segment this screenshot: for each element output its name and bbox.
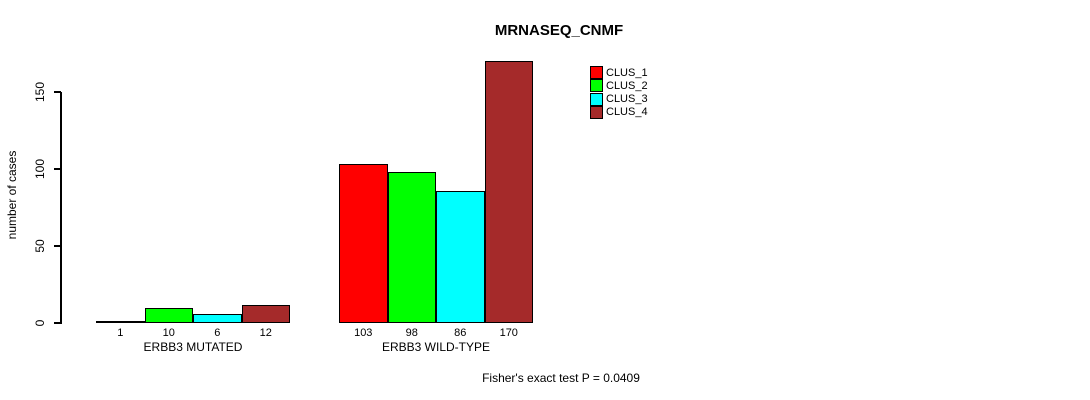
bar-clus_2-mutated [144, 307, 193, 323]
y-axis-tick-label: 100 [33, 158, 47, 180]
bar-clus_1-mutated [96, 320, 145, 323]
y-axis-tick-label: 150 [33, 81, 47, 103]
bar-value-label: 1 [117, 327, 124, 339]
bar-clus_1-wildtype [339, 164, 388, 323]
legend-label: CLUS_4 [606, 106, 648, 119]
y-axis-tick [53, 168, 61, 170]
chart-title: MRNASEQ_CNMF [494, 22, 624, 39]
bar-value-label: 103 [354, 327, 373, 339]
legend-swatch-clus_3 [590, 92, 603, 106]
bar-clus_3-wildtype [436, 190, 485, 323]
y-axis-tick [53, 91, 61, 93]
y-axis-tick [53, 322, 61, 324]
legend-label: CLUS_2 [606, 79, 648, 92]
y-axis-tick-label: 0 [33, 319, 47, 327]
y-axis-line [60, 92, 62, 324]
y-axis-tick [53, 245, 61, 247]
bar-value-label: 170 [499, 327, 518, 339]
category-label: ERBB3 MUTATED [143, 340, 243, 354]
bar-clus_2-wildtype [387, 172, 436, 323]
legend-swatch-clus_4 [590, 105, 603, 119]
legend-swatch-clus_2 [590, 79, 603, 93]
bar-value-label: 86 [454, 327, 467, 339]
legend-label: CLUS_3 [606, 93, 648, 106]
bar-value-label: 98 [405, 327, 418, 339]
y-axis-label: number of cases [5, 150, 19, 240]
statistical-test-note: Fisher's exact test P = 0.0409 [482, 371, 640, 385]
bar-value-label: 12 [259, 327, 272, 339]
bar-value-label: 10 [162, 327, 175, 339]
bar-clus_4-mutated [241, 304, 290, 323]
bar-value-label: 6 [214, 327, 221, 339]
bar-clus_3-mutated [193, 313, 242, 323]
legend-swatch-clus_1 [590, 66, 603, 79]
bar-clus_4-wildtype [484, 61, 533, 323]
legend-label: CLUS_1 [606, 66, 648, 79]
y-axis-tick-label: 50 [33, 239, 47, 253]
category-label: ERBB3 WILD-TYPE [381, 340, 491, 354]
